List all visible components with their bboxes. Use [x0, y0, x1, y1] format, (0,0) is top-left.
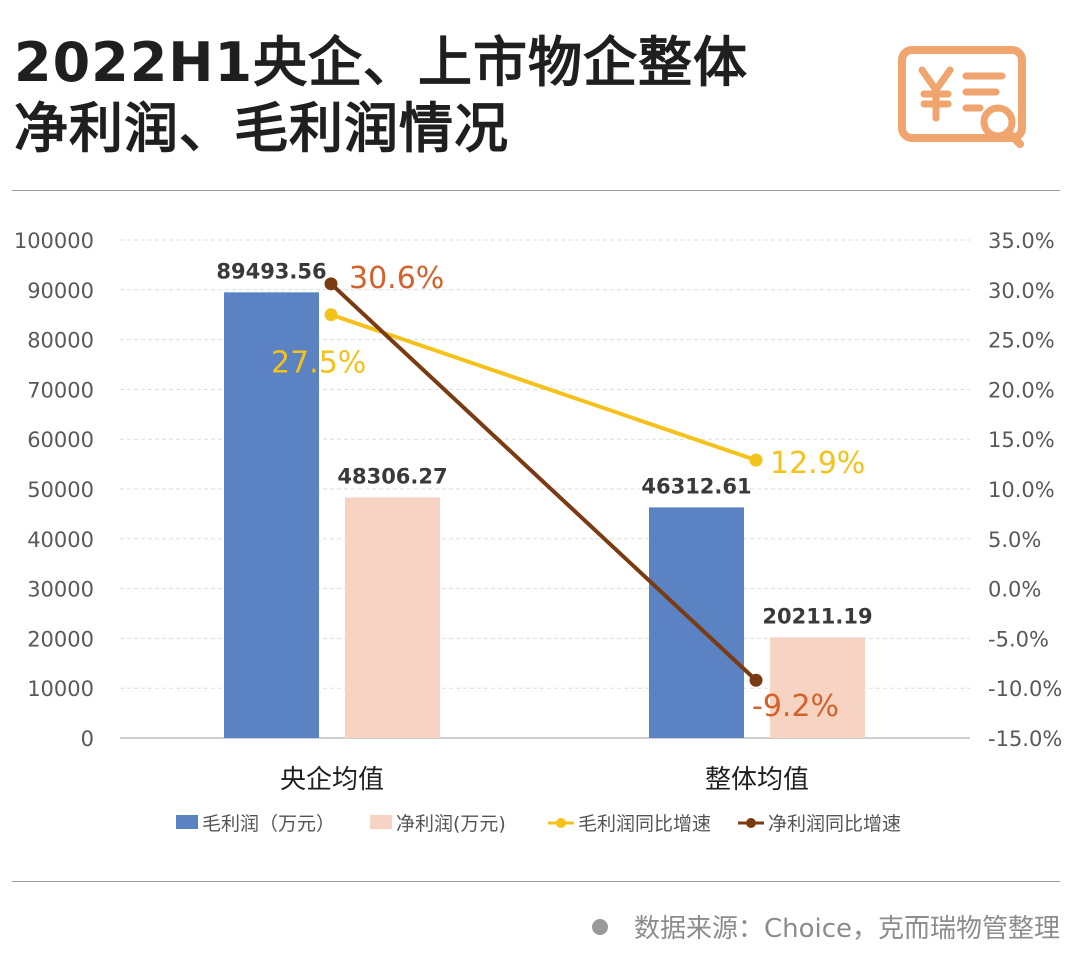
lines: [324, 277, 763, 687]
line-point: [324, 308, 338, 322]
right-tick-label: 15.0%: [988, 428, 1055, 452]
footer-divider: [12, 881, 1060, 882]
bar-value-label: 20211.19: [762, 604, 872, 628]
title-line-2: 净利润、毛利润情况: [14, 97, 509, 160]
yuan-receipt-search-icon: [898, 46, 1026, 148]
bar: [345, 497, 440, 738]
profit-chart: 0 10000 20000 30000 40000 50000 60000 70000 8000…: [14, 229, 1062, 835]
right-tick-label: -10.0%: [988, 677, 1062, 701]
legend: 毛利润（万元） 净利润(万元) 毛利润同比增速 净利润同比增速: [176, 813, 901, 835]
series-line: [329, 282, 758, 682]
right-tick-label: 5.0%: [988, 528, 1041, 552]
line-value-label: -9.2%: [752, 689, 839, 724]
left-axis: 0 10000 20000 30000 40000 50000 60000 70000 8000…: [14, 229, 94, 751]
line-value-label: 30.6%: [349, 261, 444, 296]
line-point: [324, 277, 338, 291]
left-tick-label: 90000: [27, 279, 94, 303]
left-tick-label: 10000: [27, 677, 94, 701]
left-tick-label: 70000: [27, 378, 94, 402]
right-tick-label: 20.0%: [988, 378, 1055, 402]
line-point: [749, 673, 763, 687]
left-tick-label: 100000: [14, 229, 94, 253]
bar-value-label: 89493.56: [216, 259, 326, 283]
category-label: 整体均值: [705, 765, 809, 795]
source-text: 数据来源：Choice，克而瑞物管整理: [633, 914, 1060, 944]
category-labels: 央企均值 整体均值: [280, 765, 809, 795]
series-line: [330, 312, 757, 463]
page-title: 2022H1央企、上市物企整体 净利润、毛利润情况: [14, 30, 748, 162]
legend-marker: [746, 818, 756, 828]
category-label: 央企均值: [280, 765, 384, 795]
line-value-label: 12.9%: [770, 446, 865, 481]
legend-swatch: [176, 815, 198, 829]
bullet-dot-icon: [591, 918, 608, 935]
right-tick-label: -15.0%: [988, 727, 1062, 751]
bar-value-label: 48306.27: [337, 464, 447, 488]
right-tick-label: 25.0%: [988, 329, 1055, 353]
data-labels: 89493.56 46312.61 48306.27 20211.19 27.5% 12.…: [216, 259, 872, 724]
title-line-1: 2022H1央企、上市物企整体: [14, 31, 749, 94]
bar: [770, 637, 865, 738]
right-tick-label: 10.0%: [988, 478, 1055, 502]
right-tick-label: 30.0%: [988, 279, 1055, 303]
right-tick-label: -5.0%: [988, 627, 1049, 651]
legend-label: 毛利润同比增速: [578, 813, 711, 835]
legend-label: 毛利润（万元）: [202, 813, 335, 835]
legend-label: 净利润(万元): [396, 813, 506, 835]
legend-marker: [556, 818, 566, 828]
right-tick-label: 35.0%: [988, 229, 1055, 253]
left-tick-label: 40000: [27, 528, 94, 552]
bar-value-label: 46312.61: [641, 474, 751, 498]
left-tick-label: 50000: [27, 478, 94, 502]
right-axis: -15.0% -10.0% -5.0% 0.0% 5.0% 10.0% 15.0% 20.0%…: [988, 229, 1062, 751]
left-tick-label: 80000: [27, 329, 94, 353]
header-divider: [12, 190, 1060, 191]
left-tick-label: 30000: [27, 578, 94, 602]
right-tick-label: 0.0%: [988, 578, 1041, 602]
line-point: [749, 453, 763, 467]
source-note: 数据来源：Choice，克而瑞物管整理: [591, 908, 1060, 945]
legend-label: 净利润同比增速: [768, 813, 901, 835]
left-tick-label: 60000: [27, 428, 94, 452]
bar: [224, 292, 319, 738]
left-tick-label: 0: [81, 727, 94, 751]
line-value-label: 27.5%: [271, 346, 366, 381]
legend-swatch: [370, 815, 392, 829]
left-tick-label: 20000: [27, 627, 94, 651]
